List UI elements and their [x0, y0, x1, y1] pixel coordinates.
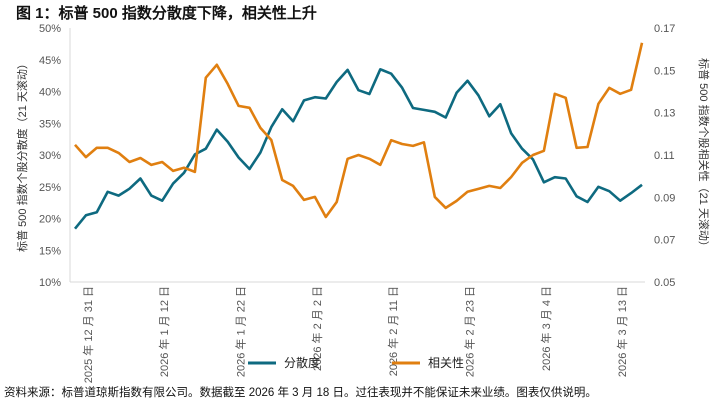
legend-label: 分散度 — [284, 355, 320, 370]
y2-tick-label: 0.05 — [654, 277, 675, 289]
y-tick-label: 45% — [39, 55, 61, 67]
x-tick-label: 2026 年 2 月 11 日 — [386, 286, 400, 376]
y-tick-label: 35% — [39, 118, 61, 130]
x-tick-label: 2026 年 1 月 22 日 — [234, 286, 248, 377]
series-line-correlation — [74, 42, 644, 219]
x-tick-label: 2026 年 2 月 2 日 — [310, 286, 324, 371]
y2-tick-label: 0.13 — [654, 108, 675, 120]
x-tick-label: 2026 年 1 月 12 日 — [157, 286, 171, 377]
y-tick-label: 15% — [39, 245, 61, 257]
y2-tick-label: 0.11 — [654, 150, 675, 162]
chart-title: 图 1：标普 500 指数分散度下降，相关性上升 — [16, 5, 317, 22]
y-tick-label: 40% — [39, 87, 61, 99]
x-tick-label: 2026 年 3 月 13 日 — [615, 286, 629, 377]
y2-axis-title: 标普 500 指数个股相关性（21 天滚动） — [697, 58, 711, 252]
y2-tick-label: 0.17 — [654, 23, 675, 35]
legend-label: 相关性 — [428, 356, 464, 370]
y-tick-label: 50% — [39, 23, 61, 35]
y-tick-label: 30% — [39, 150, 61, 162]
x-tick-label: 2026 年 2 月 23 日 — [463, 286, 477, 377]
y-tick-label: 10% — [39, 277, 61, 289]
y-axis-title: 标普 500 指数个股分散度（21 天滚动） — [15, 58, 29, 252]
x-tick-label: 2026 年 3 月 4 日 — [539, 286, 553, 371]
y2-tick-label: 0.09 — [654, 192, 675, 204]
y-tick-label: 25% — [39, 182, 61, 194]
y2-tick-label: 0.07 — [654, 235, 675, 247]
series-line-dispersion — [73, 68, 643, 230]
x-tick-label: 2025 年 12 月 31 日 — [81, 286, 95, 383]
footnote: 资料来源：标普道琼斯指数有限公司。数据截至 2026 年 3 月 18 日。过往… — [4, 387, 597, 399]
y-tick-label: 20% — [39, 214, 61, 226]
y2-tick-label: 0.15 — [654, 65, 675, 77]
